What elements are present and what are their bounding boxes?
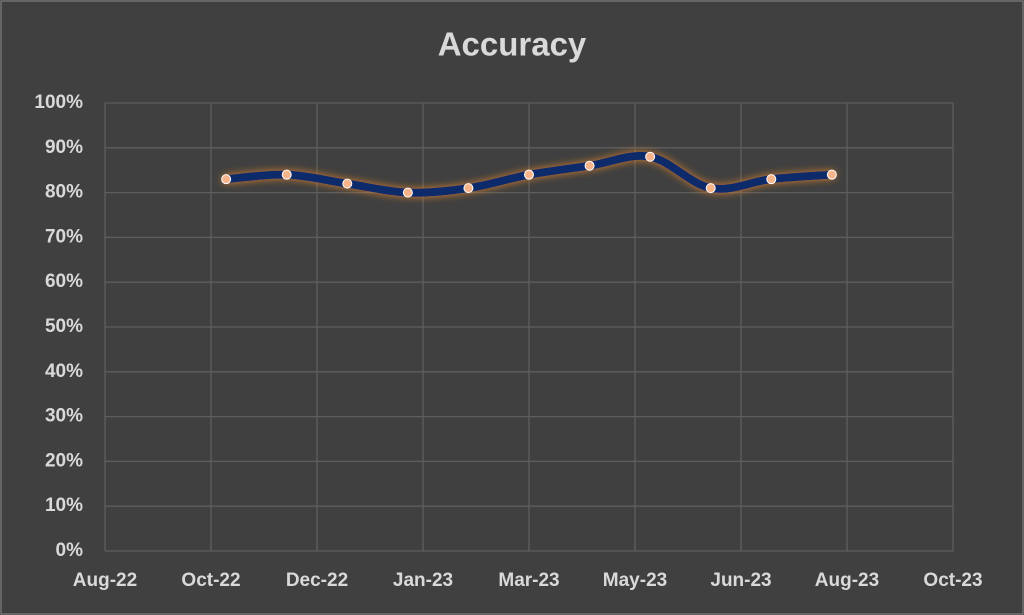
chart-title: Accuracy: [438, 26, 587, 63]
x-tick-label: Dec-22: [286, 570, 348, 591]
x-tick-label: Aug-22: [73, 570, 137, 591]
data-point: [281, 169, 292, 180]
data-point: [645, 151, 656, 162]
y-tick-label: 60%: [45, 271, 83, 292]
data-point: [463, 183, 474, 194]
y-tick-label: 10%: [45, 495, 83, 516]
data-point: [402, 187, 413, 198]
x-tick-label: Jan-23: [393, 570, 453, 591]
y-tick-label: 40%: [45, 361, 83, 382]
y-tick-label: 50%: [45, 316, 83, 337]
data-point: [826, 169, 837, 180]
data-point: [342, 178, 353, 189]
y-tick-label: 90%: [45, 137, 83, 158]
y-tick-label: 70%: [45, 226, 83, 247]
y-tick-label: 0%: [56, 540, 84, 561]
x-tick-label: May-23: [603, 570, 667, 591]
y-tick-label: 20%: [45, 450, 83, 471]
data-point: [524, 169, 534, 180]
data-point: [766, 174, 777, 185]
x-tick-label: Oct-22: [181, 570, 240, 591]
x-tick-label: Oct-23: [923, 570, 982, 591]
x-tick-label: Mar-23: [498, 570, 559, 591]
data-point: [221, 174, 232, 185]
x-tick-label: Jun-23: [710, 570, 771, 591]
y-tick-label: 80%: [45, 182, 83, 203]
x-tick-label: Aug-23: [815, 570, 879, 591]
data-point: [705, 183, 716, 194]
data-point: [584, 160, 595, 171]
y-tick-label: 30%: [45, 406, 83, 427]
y-tick-label: 100%: [34, 92, 83, 113]
